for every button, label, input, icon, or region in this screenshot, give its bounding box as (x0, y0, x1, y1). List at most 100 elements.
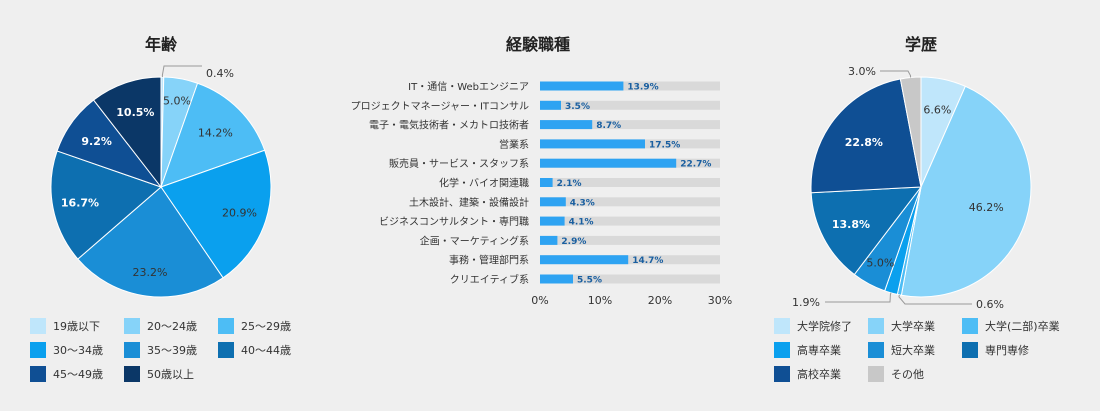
job-value-label: 4.3% (570, 198, 595, 208)
job-category-label: 化学・バイオ関連職 (439, 177, 529, 190)
job-bar (540, 274, 573, 284)
edu-data-label: 5.0% (866, 257, 894, 270)
age-legend-swatch (218, 342, 234, 358)
age-legend-label: 30〜34歳 (53, 344, 103, 357)
job-bar-track (540, 178, 720, 187)
edu-leader-line (825, 292, 892, 303)
edu-legend-label: 専門専修 (985, 343, 1029, 357)
job-value-label: 17.5% (649, 140, 680, 150)
job-category-label: クリエイティブ系 (450, 273, 529, 286)
edu-legend-swatch (774, 318, 790, 334)
job-bar (540, 100, 561, 110)
job-bar (540, 120, 593, 130)
edu-data-label: 46.2% (969, 201, 1004, 214)
job-bar (540, 216, 565, 226)
job-bar (540, 158, 677, 168)
age-chart-title: 年齢 (145, 35, 178, 54)
edu-data-label: 1.9% (792, 296, 820, 309)
age-data-label: 5.0% (163, 94, 191, 107)
job-bar (540, 255, 629, 265)
edu-legend-swatch (868, 342, 884, 358)
age-legend-swatch (30, 318, 46, 334)
job-chart-title: 経験職種 (506, 35, 570, 54)
age-data-label: 14.2% (198, 127, 233, 140)
age-legend-swatch (30, 342, 46, 358)
job-bar (540, 139, 645, 149)
job-bar-chart: IT・通信・Webエンジニア 13.9% プロジェクトマネージャー・ITコンサル 3.… (351, 81, 733, 307)
age-pie-chart: 0.4% 5.0% 14.2% 20.9% 23.2% 16.7% 9.2% 10.5% (50, 65, 272, 298)
job-bar-track (540, 216, 720, 226)
edu-data-label: 22.8% (845, 136, 883, 149)
job-category-label: 営業系 (499, 138, 529, 151)
edu-leader-line (880, 70, 912, 78)
job-bar (540, 197, 566, 207)
edu-legend-swatch (962, 318, 978, 334)
edu-legend-label: 大学卒業 (891, 319, 935, 333)
job-value-label: 2.9% (561, 237, 586, 247)
job-category-label: 事務・管理部門系 (449, 254, 529, 267)
edu-data-label: 13.8% (832, 218, 870, 231)
edu-legend-label: 高校卒業 (797, 367, 841, 381)
job-category-label: IT・通信・Webエンジニア (408, 81, 529, 93)
age-legend: 19歳以下 20〜24歳 25〜29歳 30〜34歳 35〜39歳 40〜44歳 45〜49… (30, 318, 291, 382)
age-legend-label: 20〜24歳 (147, 320, 197, 333)
age-data-label: 10.5% (116, 106, 154, 119)
age-data-label: 0.4% (206, 67, 234, 80)
age-legend-label: 50歳以上 (147, 368, 194, 381)
job-x-tick-label: 10% (588, 294, 612, 307)
edu-legend-label: 大学(二部)卒業 (985, 319, 1060, 333)
age-data-label: 20.9% (222, 207, 257, 220)
edu-data-label: 6.6% (923, 103, 951, 116)
job-value-label: 5.5% (577, 276, 602, 286)
edu-slice (900, 85, 1032, 298)
edu-legend-swatch (774, 366, 790, 382)
edu-slice (899, 76, 922, 188)
edu-chart-title: 学歴 (905, 35, 937, 54)
edu-leader-line (898, 294, 972, 305)
job-value-label: 22.7% (680, 160, 711, 170)
edu-legend-swatch (962, 342, 978, 358)
edu-data-label: 3.0% (848, 65, 876, 78)
job-bar-track (540, 255, 720, 265)
job-bar-track (540, 81, 720, 91)
edu-legend-label: その他 (891, 368, 924, 381)
job-x-tick-label: 30% (708, 294, 732, 307)
edu-legend-swatch (868, 366, 884, 382)
job-bar (540, 81, 624, 91)
edu-legend-swatch (774, 342, 790, 358)
age-data-label: 23.2% (133, 266, 168, 279)
edu-legend-label: 大学院修了 (797, 319, 852, 333)
age-legend-swatch (218, 318, 234, 334)
age-legend-swatch (124, 342, 140, 358)
job-bar-track (540, 235, 720, 245)
job-category-label: ビジネスコンサルタント・専門職 (379, 216, 529, 228)
job-value-label: 13.9% (627, 83, 658, 93)
age-slice (77, 186, 224, 298)
age-legend-swatch (30, 366, 46, 382)
edu-data-label: 0.6% (976, 298, 1004, 311)
job-category-label: 土木設計、建築・設備設計 (409, 196, 529, 209)
job-value-label: 8.7% (596, 121, 621, 131)
job-bar (540, 235, 558, 245)
age-legend-label: 40〜44歳 (241, 344, 291, 357)
job-bar (540, 178, 553, 187)
age-legend-label: 25〜29歳 (241, 320, 291, 333)
age-legend-swatch (124, 366, 140, 382)
edu-legend-label: 高専卒業 (797, 343, 841, 357)
age-slice (160, 149, 272, 279)
edu-pie-chart: 6.6% 46.2% 0.6% 1.9% 5.0% 13.8% 22.8% 3.0% (792, 65, 1032, 311)
job-value-label: 14.7% (632, 256, 663, 266)
job-category-label: 企画・マーケティング系 (420, 234, 529, 247)
edu-legend-swatch (868, 318, 884, 334)
age-legend-label: 35〜39歳 (147, 344, 197, 357)
job-bar-track (540, 274, 720, 284)
job-value-label: 4.1% (569, 218, 594, 228)
job-bar-track (540, 120, 720, 130)
job-bar-track (540, 100, 720, 110)
job-category-label: プロジェクトマネージャー・ITコンサル (351, 100, 529, 112)
job-x-tick-label: 20% (648, 294, 672, 307)
age-legend-label: 45〜49歳 (53, 368, 103, 381)
edu-slice (810, 186, 923, 276)
